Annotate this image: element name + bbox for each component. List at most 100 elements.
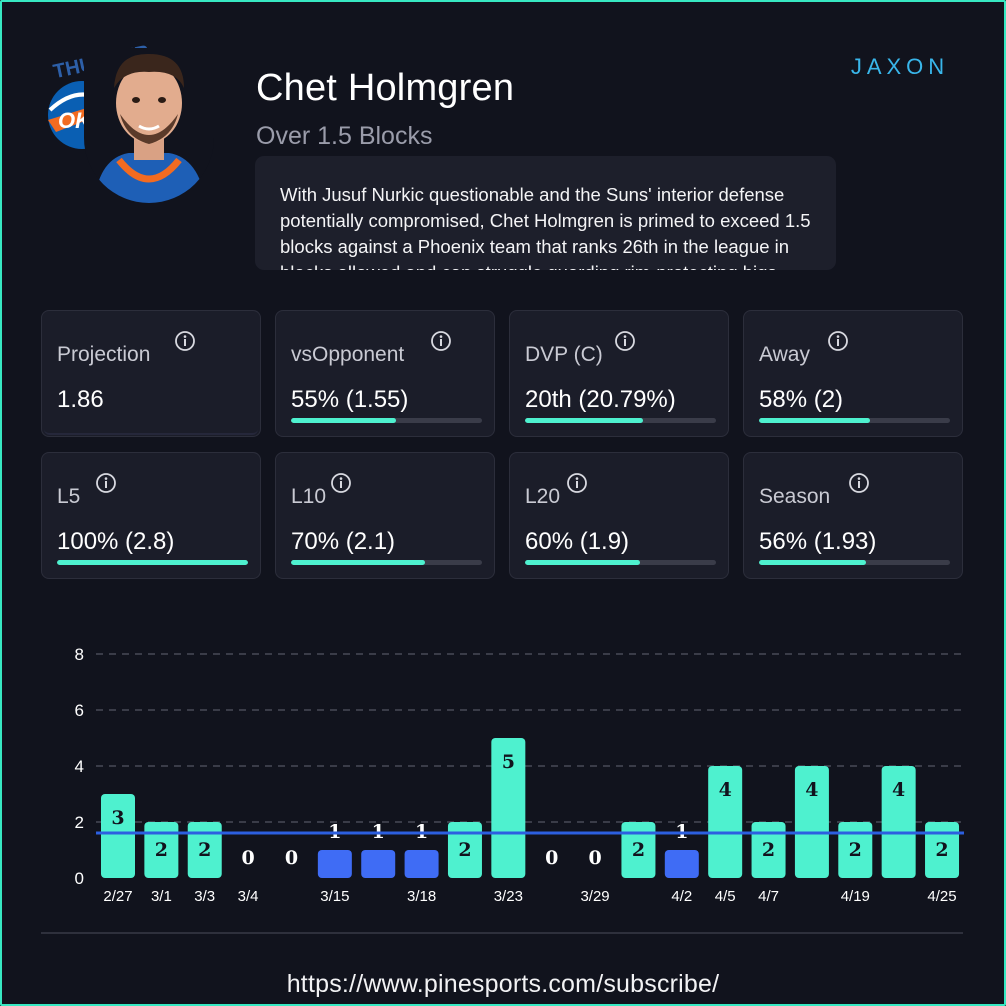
- bar[interactable]: [101, 794, 135, 878]
- bar[interactable]: [404, 850, 439, 878]
- stat-progress-track: [759, 418, 950, 423]
- player-photo: [84, 48, 214, 203]
- bar-value-label: 4: [719, 779, 732, 801]
- stat-progress-track: [291, 418, 482, 423]
- info-icon[interactable]: [174, 330, 196, 352]
- y-tick-label: 0: [75, 869, 84, 888]
- bar[interactable]: [925, 822, 960, 878]
- stat-value: 60% (1.9): [525, 528, 630, 555]
- bar[interactable]: [664, 850, 699, 878]
- divider: [41, 932, 963, 934]
- bar-value-label: 0: [545, 847, 558, 869]
- stat-label: Season: [759, 485, 831, 508]
- stat-label: L10: [291, 485, 327, 508]
- player-name: Chet Holmgren: [256, 67, 515, 109]
- stat-progress-track: [759, 560, 950, 565]
- x-tick-label: 4/2: [671, 888, 692, 905]
- y-tick-label: 4: [75, 757, 84, 776]
- info-icon[interactable]: [566, 472, 588, 494]
- brand-logo: JAXON: [851, 54, 944, 79]
- stat-card-dvp-c: DVP (C) 20th (20.79%): [509, 310, 729, 437]
- bar-value-label: 5: [502, 751, 515, 773]
- x-tick-label: 3/18: [407, 888, 436, 905]
- info-icon[interactable]: [95, 472, 117, 494]
- stat-value: 58% (2): [759, 386, 844, 413]
- stat-value: 20th (20.79%): [525, 386, 676, 413]
- stat-progress-fill: [759, 418, 870, 423]
- info-icon[interactable]: [614, 330, 636, 352]
- footer-url[interactable]: https://www.pinesports.com/subscribe/: [286, 970, 720, 998]
- stat-label: L5: [57, 485, 81, 508]
- info-icon[interactable]: [330, 472, 352, 494]
- stat-card-projection: Projection 1.86: [41, 310, 261, 437]
- bar[interactable]: [447, 822, 482, 878]
- stat-progress-fill: [57, 560, 248, 565]
- analysis-box: With Jusuf Nurkic questionable and the S…: [255, 156, 836, 270]
- bar[interactable]: [187, 822, 222, 878]
- x-tick-label: 3/4: [238, 888, 259, 905]
- bar[interactable]: [144, 822, 179, 878]
- stat-value: 1.86: [57, 386, 104, 413]
- bar[interactable]: [491, 738, 526, 878]
- stat-progress-track: [57, 560, 248, 565]
- bar[interactable]: [881, 766, 916, 878]
- projection-underline: [44, 429, 258, 435]
- bar-value-label: 0: [588, 847, 601, 869]
- bar[interactable]: [621, 822, 656, 878]
- stat-card-l20: L20 60% (1.9): [509, 452, 729, 579]
- stat-value: 56% (1.93): [759, 528, 877, 555]
- x-tick-label: 3/1: [151, 888, 172, 905]
- y-tick-label: 2: [75, 813, 84, 832]
- info-icon[interactable]: [848, 472, 870, 494]
- stat-label: L20: [525, 485, 561, 508]
- stat-progress-track: [525, 418, 716, 423]
- bar-value-label: 2: [458, 839, 471, 861]
- bar-value-label: 0: [285, 847, 298, 869]
- x-tick-label: 4/19: [841, 888, 870, 905]
- info-icon[interactable]: [430, 330, 452, 352]
- bar[interactable]: [838, 822, 873, 878]
- info-icon[interactable]: [827, 330, 849, 352]
- stat-label: Away: [759, 343, 810, 366]
- x-tick-label: 4/25: [927, 888, 956, 905]
- x-tick-label: 2/27: [103, 888, 132, 905]
- x-tick-label: 4/7: [758, 888, 779, 905]
- bar-value-label: 2: [849, 839, 862, 861]
- bar[interactable]: [794, 766, 829, 878]
- stat-progress-fill: [525, 560, 640, 565]
- bar-value-label: 2: [632, 839, 645, 861]
- stat-progress-fill: [759, 560, 866, 565]
- bar[interactable]: [708, 766, 743, 878]
- stat-progress-track: [525, 560, 716, 565]
- bar-value-label: 2: [155, 839, 168, 861]
- stat-value: 55% (1.55): [291, 386, 409, 413]
- bar-value-label: 2: [935, 839, 948, 861]
- y-tick-label: 8: [75, 645, 84, 664]
- stat-card-vsopponent: vsOpponent 55% (1.55): [275, 310, 495, 437]
- x-tick-label: 3/23: [494, 888, 523, 905]
- x-tick-label: 3/3: [194, 888, 215, 905]
- stat-card-l5: L5 100% (2.8): [41, 452, 261, 579]
- bar[interactable]: [751, 822, 786, 878]
- stat-progress-fill: [291, 418, 397, 423]
- bar[interactable]: [361, 850, 396, 878]
- stat-card-season: Season 56% (1.93): [743, 452, 963, 579]
- stat-value: 100% (2.8): [57, 528, 175, 555]
- stat-card-l10: L10 70% (2.1): [275, 452, 495, 579]
- x-tick-label: 3/15: [320, 888, 349, 905]
- blocks-chart: 0246832/2723/123/303/4013/15113/18253/23…: [75, 645, 964, 905]
- bar-value-label: 0: [241, 847, 254, 869]
- bar[interactable]: [317, 850, 352, 878]
- stat-label: DVP (C): [525, 343, 603, 366]
- bar-value-label: 4: [892, 779, 905, 801]
- bar-value-label: 2: [198, 839, 211, 861]
- analysis-text: With Jusuf Nurkic questionable and the S…: [280, 184, 811, 270]
- prop-line: Over 1.5 Blocks: [256, 122, 433, 150]
- stat-card-away: Away 58% (2): [743, 310, 963, 437]
- player-avatar: THUNDER OKC: [44, 40, 216, 205]
- stat-label: Projection: [57, 343, 151, 366]
- stat-label: vsOpponent: [291, 343, 405, 366]
- bar-value-label: 2: [762, 839, 775, 861]
- bar-value-label: 4: [805, 779, 818, 801]
